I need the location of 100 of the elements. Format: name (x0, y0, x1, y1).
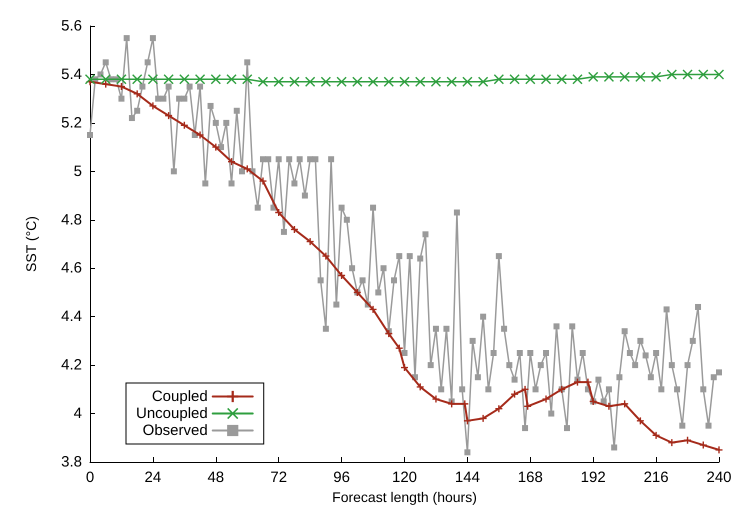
legend-label: Observed (142, 422, 208, 439)
point (289, 76, 300, 87)
point (636, 417, 644, 424)
point (164, 74, 174, 84)
point (258, 76, 268, 87)
point (684, 436, 692, 444)
point (700, 442, 707, 449)
point (396, 344, 403, 352)
point (305, 76, 316, 87)
y-tick-label: 4 (74, 405, 82, 422)
x-tick-label: 216 (644, 469, 669, 486)
y-tick-label: 4.6 (61, 260, 82, 277)
point (556, 74, 567, 84)
x-tick-label: 24 (144, 469, 162, 486)
point (621, 400, 628, 408)
point (494, 74, 504, 84)
x-tick-label: 48 (207, 469, 224, 486)
x-axis-title: Forecast length (hours) (332, 489, 477, 505)
point (102, 80, 110, 88)
point (574, 378, 581, 386)
point (275, 209, 282, 216)
point (522, 386, 529, 393)
legend-label: Uncoupled (136, 405, 208, 422)
point (242, 74, 252, 84)
point (682, 69, 693, 80)
point (572, 74, 582, 84)
point (511, 390, 518, 398)
point (322, 252, 330, 260)
point (352, 76, 362, 87)
x-tick-label: 96 (333, 469, 350, 486)
point (415, 76, 426, 87)
x-tick-label: 144 (454, 469, 480, 486)
point (338, 272, 346, 279)
point (462, 76, 472, 87)
x-tick-label: 120 (392, 469, 418, 486)
y-axis-title: SST (°C) (23, 216, 39, 272)
point (400, 76, 410, 87)
point (179, 74, 190, 84)
x-tick-label: 168 (518, 469, 543, 486)
point (525, 74, 536, 84)
point (668, 439, 676, 446)
point (368, 76, 378, 87)
point (290, 226, 298, 233)
point (116, 74, 126, 84)
point (416, 383, 424, 390)
point (244, 165, 251, 172)
point (100, 74, 111, 84)
point (464, 417, 471, 424)
point (510, 74, 520, 84)
point (228, 158, 236, 166)
point (480, 414, 487, 422)
x-tick-label: 0 (86, 469, 94, 486)
point (226, 74, 237, 84)
y-tick-label: 4.4 (61, 308, 82, 326)
x-tick-label: 72 (270, 469, 288, 486)
point (149, 102, 156, 110)
point (134, 90, 141, 98)
point (651, 72, 662, 82)
point (446, 76, 457, 87)
point (698, 69, 708, 80)
point (148, 74, 158, 84)
point (495, 405, 502, 412)
y-tick-label: 4.2 (61, 356, 82, 374)
y-tick-label: 5 (74, 162, 82, 180)
x-tick-label: 192 (580, 469, 606, 486)
point (85, 74, 95, 84)
point (524, 402, 532, 410)
point (666, 69, 677, 80)
point (165, 112, 172, 120)
point (461, 400, 468, 408)
point (320, 76, 331, 87)
point (584, 378, 592, 386)
legend-label: Coupled (152, 388, 208, 405)
point (196, 132, 204, 138)
point (385, 330, 392, 338)
y-tick-label: 5.4 (61, 66, 82, 83)
point (370, 306, 377, 313)
point (604, 72, 614, 82)
point (180, 122, 188, 129)
point (620, 72, 630, 82)
y-tick-label: 5.6 (61, 18, 82, 34)
y-tick-label: 3.8 (61, 454, 82, 470)
y-tick-label: 4.8 (61, 211, 82, 228)
point (635, 72, 646, 82)
point (274, 76, 284, 87)
point (714, 69, 724, 80)
y-tick-label: 5.2 (61, 114, 82, 132)
x-tick-label: 240 (706, 469, 732, 486)
point (605, 402, 612, 410)
point (212, 144, 220, 151)
point (210, 74, 221, 84)
point (652, 432, 660, 439)
point (195, 74, 206, 84)
point (132, 74, 142, 84)
point (541, 74, 552, 84)
point (716, 446, 722, 454)
point (336, 76, 347, 87)
point (306, 238, 314, 246)
point (118, 83, 125, 90)
point (478, 76, 488, 87)
